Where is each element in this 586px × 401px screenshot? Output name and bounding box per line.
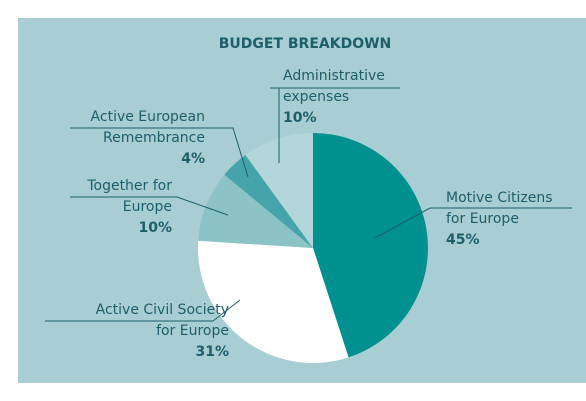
pie-slice: [198, 240, 349, 363]
slice-label: for Europe: [156, 323, 229, 339]
value-label: 10%: [283, 110, 317, 126]
value-label: 45%: [446, 232, 480, 248]
slice-label: Europe: [123, 199, 172, 215]
pie-slice: [245, 133, 313, 248]
slice-label: Together for: [86, 178, 172, 194]
slice-label: for Europe: [446, 211, 519, 227]
slice-label: Active Civil Society: [96, 302, 229, 318]
leader-line: [374, 207, 572, 239]
pie-slice: [224, 154, 313, 248]
slice-label: Motive Citizens: [446, 190, 553, 206]
pie-slice: [313, 133, 428, 358]
slice-label: Remembrance: [103, 130, 205, 146]
leader-line: [70, 127, 249, 178]
value-label: 10%: [138, 220, 172, 236]
value-label: 31%: [195, 344, 229, 360]
slice-label: Administrative: [283, 68, 385, 84]
slice-label: Active European: [91, 109, 205, 125]
slice-label: expenses: [283, 89, 349, 105]
value-label: 4%: [181, 151, 205, 167]
pie-slice: [198, 174, 313, 248]
chart-title: BUDGET BREAKDOWN: [219, 36, 392, 52]
leader-line: [70, 196, 229, 216]
leader-line: [45, 299, 241, 322]
